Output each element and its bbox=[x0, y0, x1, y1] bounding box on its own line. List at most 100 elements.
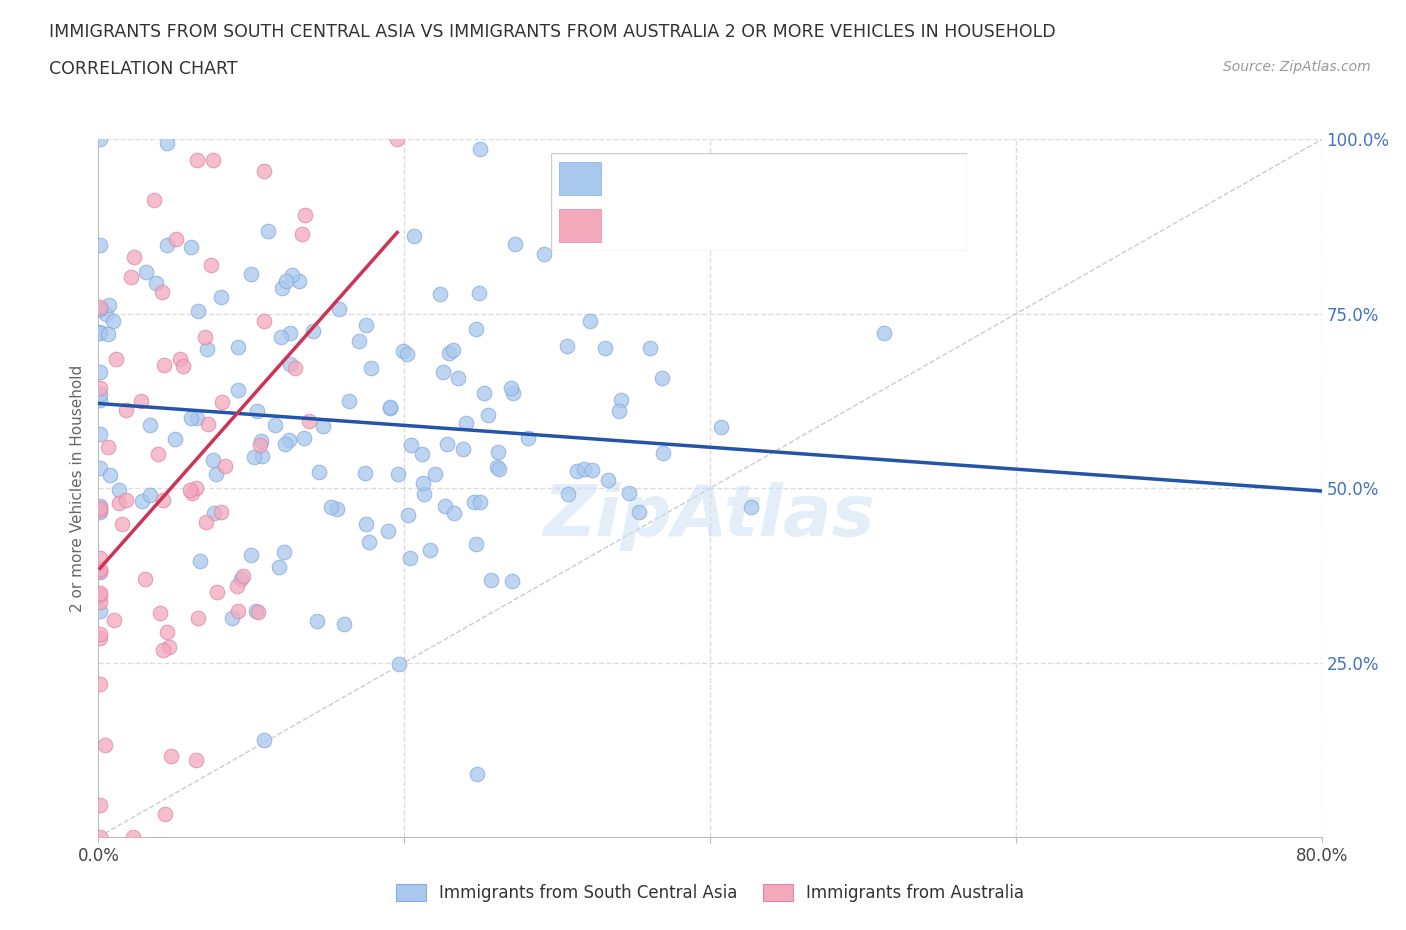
Point bbox=[163, 432, 186, 447]
Point bbox=[180, 411, 202, 426]
Point bbox=[256, 223, 278, 238]
Point bbox=[145, 275, 167, 290]
Point bbox=[156, 238, 179, 253]
Point bbox=[252, 449, 274, 464]
Point bbox=[89, 427, 111, 442]
Point bbox=[479, 573, 502, 588]
Point bbox=[148, 446, 170, 461]
Point bbox=[186, 153, 208, 167]
Point bbox=[437, 345, 460, 360]
Point bbox=[298, 414, 321, 429]
Point bbox=[308, 464, 330, 479]
Point bbox=[278, 326, 301, 340]
Point bbox=[328, 301, 350, 316]
Point bbox=[572, 461, 595, 476]
Point bbox=[287, 273, 309, 288]
Point bbox=[488, 462, 510, 477]
Text: IMMIGRANTS FROM SOUTH CENTRAL ASIA VS IMMIGRANTS FROM AUSTRALIA 2 OR MORE VEHICL: IMMIGRANTS FROM SOUTH CENTRAL ASIA VS IM… bbox=[49, 23, 1056, 41]
Point bbox=[388, 657, 411, 671]
Point bbox=[209, 289, 232, 304]
Point bbox=[229, 571, 252, 586]
Point bbox=[89, 502, 111, 517]
Point bbox=[89, 498, 111, 513]
Point bbox=[581, 462, 603, 477]
Point bbox=[652, 446, 675, 461]
Point bbox=[89, 565, 111, 579]
Point bbox=[243, 450, 266, 465]
Point bbox=[221, 610, 243, 625]
Point bbox=[264, 418, 287, 432]
Point bbox=[464, 322, 486, 337]
Point bbox=[354, 517, 377, 532]
Point bbox=[232, 569, 254, 584]
Point bbox=[184, 480, 207, 495]
Point bbox=[413, 486, 436, 501]
Point bbox=[464, 537, 486, 551]
Point bbox=[169, 352, 191, 366]
Point bbox=[89, 561, 111, 576]
Point bbox=[165, 232, 187, 246]
Point bbox=[103, 313, 125, 328]
Point bbox=[100, 468, 122, 483]
Point bbox=[463, 495, 485, 510]
Point bbox=[207, 585, 229, 600]
Point bbox=[380, 401, 402, 416]
Point bbox=[619, 485, 641, 500]
Point bbox=[273, 544, 295, 559]
Point bbox=[468, 286, 491, 300]
Point bbox=[319, 499, 342, 514]
Point bbox=[628, 505, 651, 520]
Point bbox=[89, 627, 111, 642]
Point bbox=[98, 298, 121, 312]
Point bbox=[228, 604, 250, 618]
Point bbox=[312, 419, 335, 434]
Point bbox=[89, 392, 111, 407]
Point bbox=[160, 749, 183, 764]
Text: ZipAtlas: ZipAtlas bbox=[544, 482, 876, 551]
Point bbox=[97, 327, 120, 342]
Point bbox=[139, 418, 162, 432]
Point bbox=[188, 553, 211, 568]
Text: Source: ZipAtlas.com: Source: ZipAtlas.com bbox=[1223, 60, 1371, 74]
Point bbox=[134, 572, 156, 587]
Point bbox=[250, 433, 273, 448]
Point bbox=[226, 339, 249, 354]
Point bbox=[89, 325, 111, 339]
Point bbox=[89, 326, 111, 340]
Point bbox=[434, 498, 457, 513]
Point bbox=[472, 385, 495, 400]
Point bbox=[432, 365, 454, 379]
Point bbox=[89, 586, 111, 601]
Point bbox=[425, 466, 447, 481]
Point bbox=[360, 361, 382, 376]
Point bbox=[89, 237, 111, 252]
Point bbox=[143, 193, 166, 207]
Point bbox=[172, 359, 194, 374]
Point bbox=[249, 438, 271, 453]
Point bbox=[89, 631, 111, 645]
Point bbox=[89, 587, 111, 602]
Point bbox=[114, 403, 136, 418]
Point bbox=[107, 483, 129, 498]
Point bbox=[441, 343, 464, 358]
Point bbox=[149, 605, 172, 620]
Point bbox=[579, 314, 602, 329]
Point bbox=[205, 467, 228, 482]
Point bbox=[456, 416, 478, 431]
Point bbox=[465, 766, 488, 781]
Point bbox=[517, 431, 540, 445]
Point bbox=[396, 507, 419, 522]
Point bbox=[226, 579, 249, 594]
Point bbox=[284, 360, 307, 375]
Point bbox=[89, 797, 111, 812]
Point bbox=[392, 343, 415, 358]
Point bbox=[610, 392, 633, 407]
Point bbox=[651, 371, 673, 386]
Point bbox=[209, 504, 232, 519]
Point bbox=[252, 164, 274, 179]
Point bbox=[89, 604, 111, 618]
Point bbox=[387, 467, 409, 482]
Point bbox=[378, 399, 401, 414]
Point bbox=[292, 431, 315, 445]
Point bbox=[398, 551, 420, 565]
